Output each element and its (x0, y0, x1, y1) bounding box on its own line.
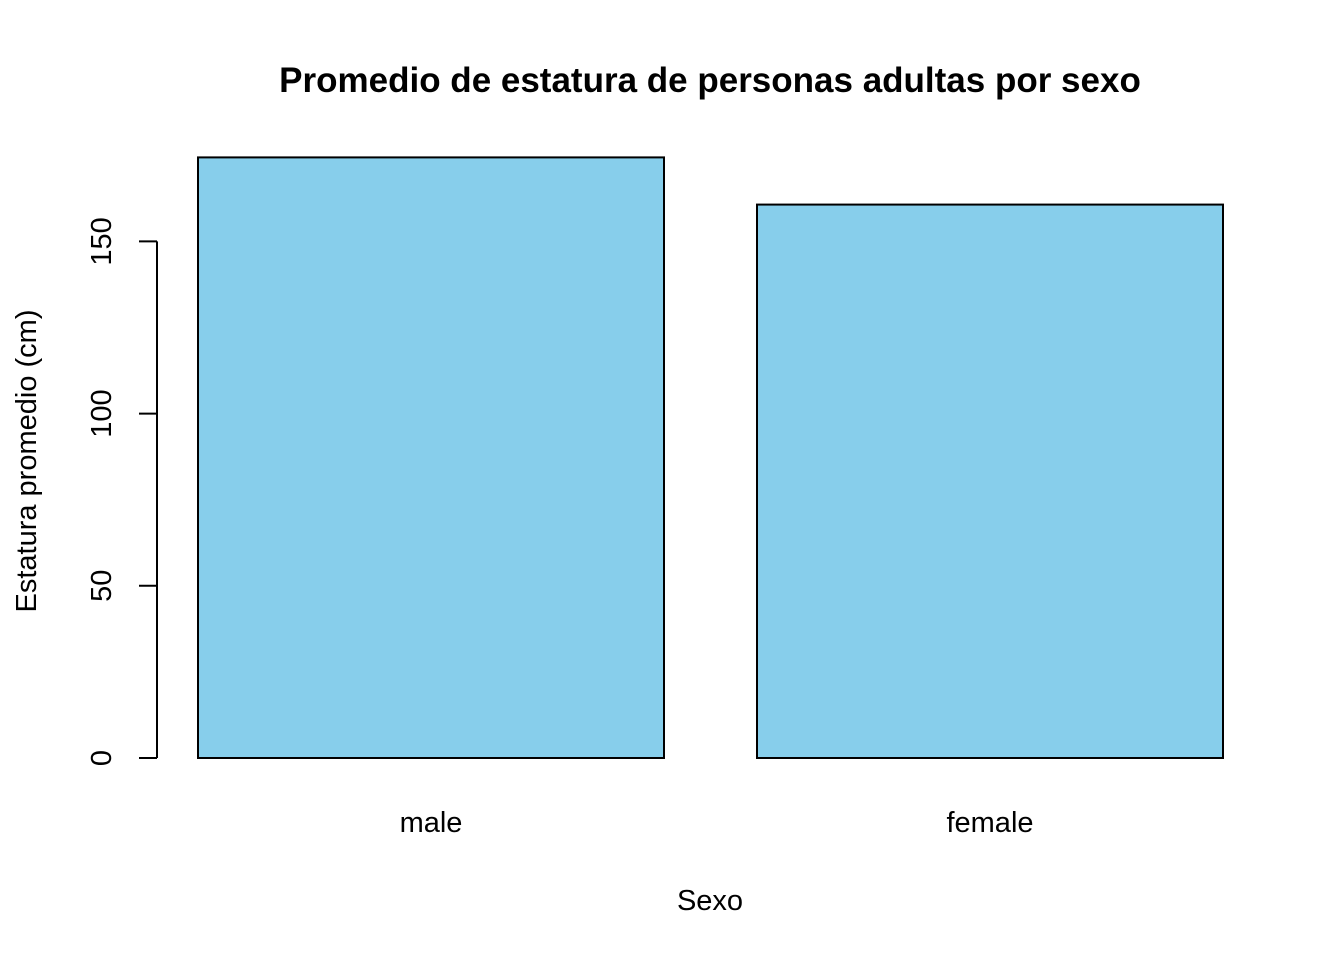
x-tick-label-male: male (400, 807, 463, 839)
bar-male (197, 156, 665, 759)
x-axis-label: Sexo (677, 885, 743, 917)
y-tick-label: 150 (86, 217, 118, 265)
y-tick-label: 50 (86, 570, 118, 602)
y-axis: 0 50 100 150 (86, 217, 158, 766)
y-tick-label: 0 (86, 750, 118, 766)
bar-female (756, 203, 1224, 760)
plot-area: male female (197, 156, 1224, 839)
y-axis-label: Estatura promedio (cm) (11, 310, 43, 613)
x-tick-label-female: female (946, 807, 1033, 839)
y-tick-label: 100 (86, 389, 118, 437)
chart-title: Promedio de estatura de personas adultas… (279, 61, 1141, 100)
